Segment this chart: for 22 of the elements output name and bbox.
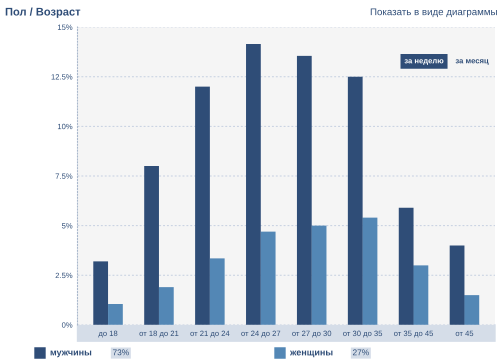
bar (414, 265, 428, 325)
bar (210, 258, 225, 325)
legend-label: мужчины (50, 350, 92, 358)
legend-label: женщины (290, 350, 332, 358)
bar (312, 226, 326, 325)
bar (158, 287, 174, 325)
bar (398, 208, 414, 325)
bar (108, 304, 123, 325)
text: Показать в виде диаграммы (370, 8, 497, 18)
chart-title: Пол / Возраст (6, 7, 80, 18)
bar (362, 218, 378, 325)
bar (93, 261, 108, 325)
bar (195, 86, 210, 325)
text: 73% (112, 349, 129, 356)
bar (144, 166, 159, 325)
bar (450, 245, 464, 325)
bar (296, 56, 312, 325)
bar (348, 76, 363, 325)
text: 27% (352, 349, 369, 356)
bar (246, 44, 261, 325)
bar (464, 295, 480, 325)
bar (260, 232, 276, 325)
